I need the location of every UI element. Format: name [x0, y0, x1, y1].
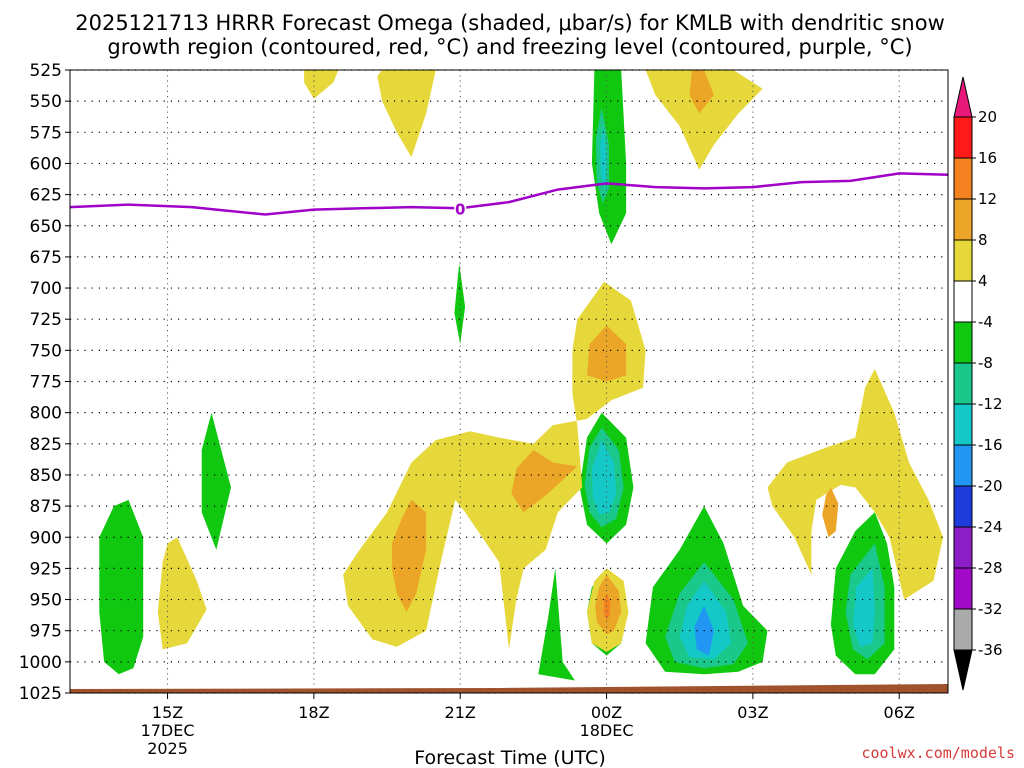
omega-time-height-chart: 2025121713 HRRR Forecast Omega (shaded, …	[0, 0, 1024, 768]
colorbar-swatch-4	[954, 281, 972, 322]
colorbar-swatch-10	[954, 527, 972, 568]
y-tick-label-1025: 1025	[19, 684, 62, 704]
colorbar-label-2: 12	[978, 190, 997, 208]
y-tick-label-900: 900	[30, 528, 62, 548]
x-tick-label-06Z: 06Z	[884, 703, 915, 722]
x-tick-label-15Z: 15Z	[152, 703, 183, 722]
x-tick-label-21Z: 21Z	[445, 703, 476, 722]
y-tick-label-975: 975	[30, 622, 62, 642]
colorbar-swatch-12	[954, 609, 972, 650]
y-tick-label-875: 875	[30, 497, 62, 517]
y-tick-label-725: 725	[30, 310, 62, 330]
y-tick-label-850: 850	[30, 466, 62, 486]
y-tick-label-625: 625	[30, 186, 62, 206]
colorbar-label-0: 20	[978, 108, 997, 126]
y-tick-label-675: 675	[30, 248, 62, 268]
x-tick-label-00Z: 00Z	[591, 703, 622, 722]
x-axis-title: Forecast Time (UTC)	[414, 747, 605, 768]
freezing-level-label: 0	[455, 200, 465, 218]
colorbar-swatch-7	[954, 404, 972, 445]
colorbar-label-13: -36	[978, 641, 1003, 659]
colorbar-legend: 20 16 12 8 4 -4 -8 -12 -16 -20 -24 -28 -32 -36	[954, 77, 1003, 690]
colorbar-label-12: -32	[978, 600, 1003, 618]
pressure-axis: 525 550 575 600 625 650 675 700 725 750 775 800 825 8…	[19, 61, 70, 704]
y-tick-label-1000: 1000	[19, 653, 62, 673]
colorbar-label-10: -24	[978, 518, 1003, 536]
colorbar-bottom-arrow	[954, 650, 972, 690]
y-tick-label-825: 825	[30, 435, 62, 455]
y-tick-label-525: 525	[30, 61, 62, 81]
credit-text: coolwx.com/models	[861, 744, 1015, 762]
y-tick-label-750: 750	[30, 341, 62, 361]
colorbar-label-6: -8	[978, 354, 993, 372]
y-tick-label-600: 600	[30, 154, 62, 174]
colorbar-swatch-2	[954, 199, 972, 240]
colorbar-label-4: 4	[978, 272, 988, 290]
omega-region-0-0	[99, 500, 143, 674]
x-tick-label-18Z: 18Z	[298, 703, 329, 722]
x-tick-date-15Z: 17DEC	[141, 721, 195, 740]
y-tick-label-650: 650	[30, 217, 62, 237]
colorbar-swatch-0	[954, 117, 972, 158]
x-tick-date-00Z: 18DEC	[580, 721, 634, 740]
colorbar-label-11: -28	[978, 559, 1003, 577]
colorbar-swatch-9	[954, 486, 972, 527]
colorbar-swatch-1	[954, 158, 972, 199]
colorbar-label-3: 8	[978, 231, 988, 249]
colorbar-label-5: -4	[978, 313, 993, 331]
y-tick-label-800: 800	[30, 404, 62, 424]
colorbar-top-arrow	[954, 77, 972, 117]
colorbar-swatch-8	[954, 445, 972, 486]
y-tick-label-775: 775	[30, 373, 62, 393]
y-tick-label-575: 575	[30, 123, 62, 143]
x-tick-label-03Z: 03Z	[737, 703, 768, 722]
y-tick-label-925: 925	[30, 559, 62, 579]
chart-title-line-1: 2025121713 HRRR Forecast Omega (shaded, …	[75, 11, 945, 35]
colorbar-label-8: -16	[978, 436, 1003, 454]
colorbar-label-9: -20	[978, 477, 1003, 495]
y-tick-label-950: 950	[30, 591, 62, 611]
chart-title-line-2: growth region (contoured, red, °C) and f…	[107, 35, 912, 59]
colorbar-label-7: -12	[978, 395, 1003, 413]
x-tick-year-15Z: 2025	[147, 739, 188, 758]
colorbar-label-1: 16	[978, 149, 997, 167]
colorbar-swatch-11	[954, 568, 972, 609]
y-tick-label-550: 550	[30, 92, 62, 112]
y-tick-label-700: 700	[30, 279, 62, 299]
colorbar-swatch-6	[954, 363, 972, 404]
colorbar-swatch-3	[954, 240, 972, 281]
colorbar-swatch-5	[954, 322, 972, 363]
